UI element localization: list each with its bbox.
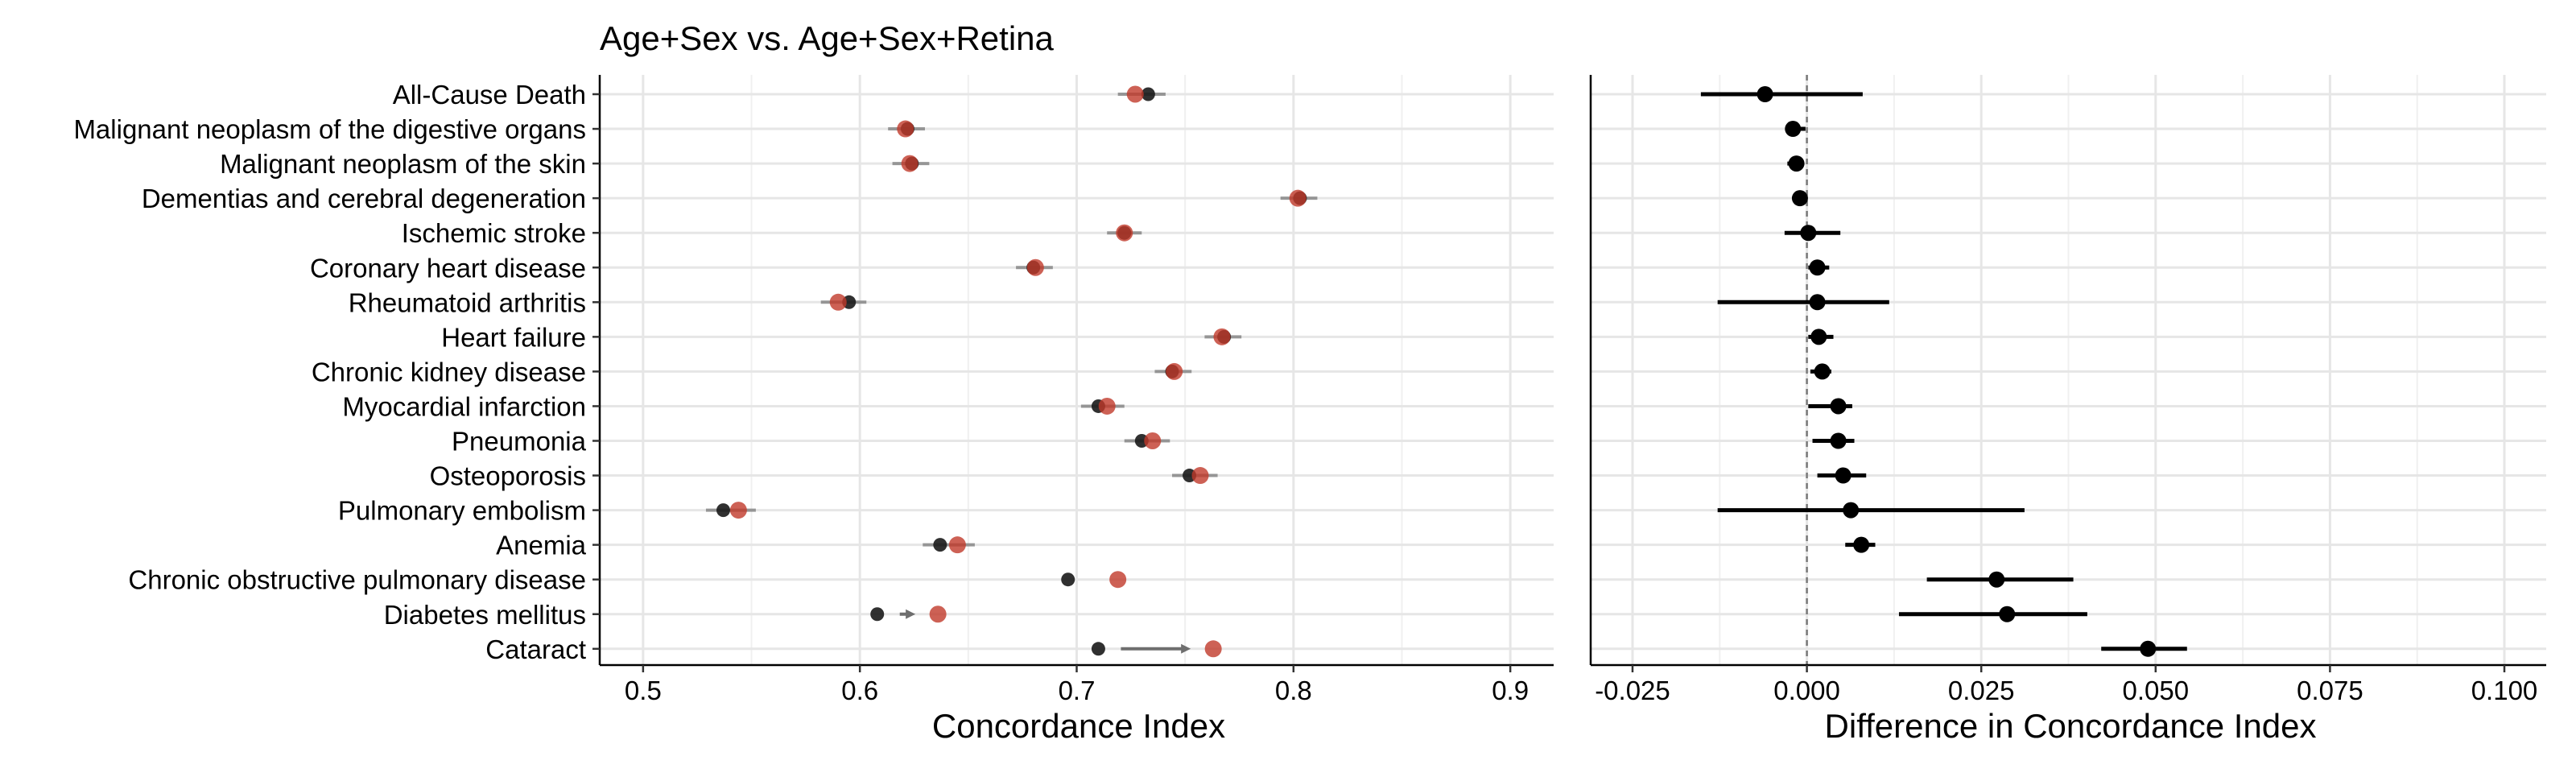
difference-point <box>1809 294 1826 311</box>
point-age-sex <box>1061 572 1075 587</box>
y-tick-label: Heart failure <box>441 322 586 352</box>
x-tick-label: 0.100 <box>2471 676 2538 705</box>
point-age-sex-retina <box>829 293 847 311</box>
y-tick-label: Myocardial infarction <box>342 391 586 421</box>
x-tick-label: 0.050 <box>2123 676 2190 705</box>
point-age-sex <box>716 503 731 518</box>
point-age-sex-retina <box>1144 432 1162 449</box>
point-age-sex <box>1091 642 1105 656</box>
x-tick-label: 0.075 <box>2297 676 2363 705</box>
y-tick-label: Coronary heart disease <box>310 253 586 283</box>
point-age-sex-retina <box>1026 258 1044 276</box>
point-age-sex-retina <box>1126 85 1144 103</box>
change-arrow-head <box>1181 643 1191 654</box>
y-tick-label: Chronic kidney disease <box>312 357 586 386</box>
y-tick-label: Ischemic stroke <box>402 218 586 248</box>
left-panel-axes: All-Cause Death Malignant neoplasm of the… <box>73 75 1554 705</box>
difference-point <box>1785 121 1802 138</box>
point-age-sex <box>870 607 885 622</box>
difference-point <box>1999 605 2016 622</box>
difference-point <box>1830 432 1847 449</box>
difference-point <box>1814 363 1831 380</box>
point-age-sex-retina <box>948 536 966 554</box>
difference-point <box>1830 398 1847 415</box>
right-panel-grid <box>1591 75 2546 665</box>
x-tick-label: -0.025 <box>1595 676 1670 705</box>
x-tick-label: 0.7 <box>1059 676 1096 705</box>
x-tick-label: 0.8 <box>1275 676 1312 705</box>
right-x-axis-label: Difference in Concordance Index <box>1825 707 2317 745</box>
point-age-sex-retina <box>929 605 947 623</box>
left-panel-grid <box>600 75 1554 665</box>
y-tick-label: Cataract <box>485 634 586 664</box>
y-tick-label: Pulmonary embolism <box>338 496 586 526</box>
difference-point <box>1788 155 1805 172</box>
point-age-sex-retina <box>1191 467 1209 485</box>
difference-point <box>1800 225 1817 242</box>
x-tick-label: 0.025 <box>1948 676 2015 705</box>
point-age-sex-retina <box>897 120 914 138</box>
right-panel-axes: -0.025 0.000 0.025 0.050 0.075 0.100 <box>1589 75 2546 705</box>
x-tick-label: 0.9 <box>1492 676 1529 705</box>
x-tick-label: 0.5 <box>625 676 662 705</box>
y-tick-label: Pneumonia <box>452 427 587 457</box>
point-age-sex <box>1141 87 1155 101</box>
point-age-sex-retina <box>1213 328 1231 345</box>
y-tick-label: Malignant neoplasm of the skin <box>220 149 586 179</box>
difference-point <box>1810 329 1827 345</box>
difference-point <box>1843 502 1860 519</box>
point-age-sex-retina <box>1204 640 1222 658</box>
point-age-sex-retina <box>1116 224 1133 242</box>
point-age-sex <box>933 538 947 552</box>
y-tick-label: Osteoporosis <box>430 461 586 491</box>
x-tick-label: 0.6 <box>841 676 878 705</box>
y-tick-label: All-Cause Death <box>393 80 586 110</box>
y-tick-label: Dementias and cerebral degeneration <box>142 184 586 213</box>
chart-title: Age+Sex vs. Age+Sex+Retina <box>600 19 1055 57</box>
difference-point <box>1835 467 1852 484</box>
difference-point <box>1757 86 1773 102</box>
y-tick-label: Malignant neoplasm of the digestive orga… <box>73 114 586 144</box>
y-tick-label: Diabetes mellitus <box>384 600 586 630</box>
point-age-sex-retina <box>1109 571 1127 589</box>
point-age-sex-retina <box>729 502 747 519</box>
y-tick-label: Anemia <box>496 531 587 560</box>
change-arrow-head <box>906 609 916 619</box>
y-tick-label: Rheumatoid arthritis <box>349 287 586 317</box>
y-tick-label: Chronic obstructive pulmonary disease <box>128 565 586 595</box>
x-tick-label: 0.000 <box>1773 676 1840 705</box>
difference-point <box>2140 640 2157 657</box>
difference-point <box>1809 259 1826 276</box>
right-panel-marks <box>1700 75 2187 665</box>
left-panel-marks <box>705 85 1318 658</box>
point-age-sex-retina <box>1166 362 1183 380</box>
difference-point <box>1853 536 1870 553</box>
difference-point <box>1988 571 2005 588</box>
point-age-sex-retina <box>901 155 919 172</box>
point-age-sex-retina <box>1289 189 1307 207</box>
left-x-axis-label: Concordance Index <box>932 707 1225 745</box>
point-age-sex-retina <box>1098 397 1116 415</box>
difference-point <box>1791 190 1808 207</box>
